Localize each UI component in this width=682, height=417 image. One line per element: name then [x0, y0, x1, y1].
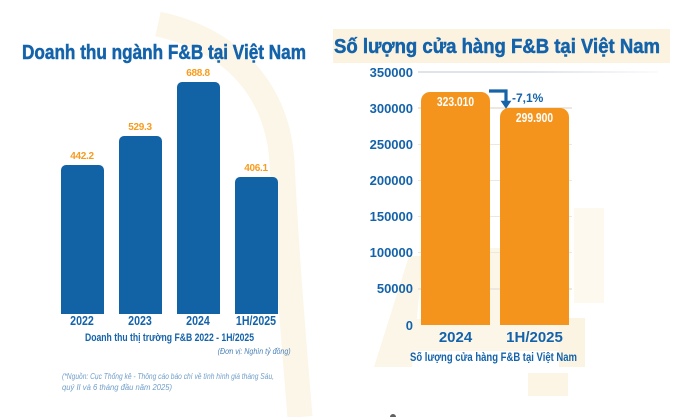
revenue-xtick-1H/2025: 1H/2025 — [235, 314, 277, 328]
store-ytick-350000: 350000 — [369, 64, 413, 80]
revenue-xtick-2024: 2024 — [186, 314, 210, 328]
revenue-unit-note: (Đơn vị: Nghìn tỷ đồng) — [217, 347, 291, 356]
source-line-1: (*Nguồn: Cục Thống kê - Thông cáo báo ch… — [62, 371, 275, 381]
store-count-chart-title: Số lượng cửa hàng F&B tại Việt Nam — [334, 36, 661, 59]
store-ytick-250000: 250000 — [369, 136, 413, 152]
revenue-xtick-2022: 2022 — [70, 314, 94, 328]
revenue-bar-2023 — [118, 135, 162, 314]
gridline-100000 — [418, 251, 572, 254]
store-ytick-50000: 50000 — [376, 281, 413, 297]
watermark-right-strip — [574, 208, 604, 303]
watermark-wedge — [374, 256, 423, 367]
store-value-label-2024: 323.010 — [436, 93, 475, 109]
revenue-value-label-2022: 442.2 — [70, 151, 94, 162]
revenue-value-label-2023: 529.3 — [128, 122, 152, 133]
revenue-bar-2022 — [60, 164, 104, 314]
gridline-50000 — [418, 288, 572, 290]
store-value-label-1H/2025: 299.900 — [515, 110, 554, 126]
store-xtick-2024: 2024 — [438, 329, 473, 346]
gridline-350000 — [418, 71, 658, 73]
change-annotation: -7,1% — [512, 91, 544, 105]
revenue-bar-2024 — [176, 81, 220, 314]
revenue-value-label-2024: 688.8 — [186, 68, 210, 79]
decrease-arrow-head — [500, 100, 512, 109]
decrease-arrow-line — [489, 89, 508, 102]
revenue-caption: Doanh thu thị trường F&B 2022 - 1H/2025 — [85, 332, 255, 344]
store-ytick-150000: 150000 — [369, 209, 413, 225]
gridline-150000 — [418, 215, 572, 218]
revenue-source-note: (*Nguồn: Cục Thống kê - Thông cáo báo ch… — [62, 371, 317, 394]
watermark-swoosh — [155, 11, 313, 417]
store-bar-1H/2025 — [500, 108, 569, 325]
store-bar-2024 — [421, 91, 490, 325]
watermark-gap-fill — [486, 248, 504, 326]
watermark-small-blob — [528, 373, 568, 396]
watermark-title-band — [333, 29, 670, 63]
store-ytick-200000: 200000 — [369, 173, 413, 189]
store-ytick-100000: 100000 — [369, 245, 413, 261]
revenue-xtick-2023: 2023 — [128, 314, 152, 328]
revenue-bar-1H/2025 — [234, 176, 278, 314]
store-xtick-1H/2025: 1H/2025 — [506, 329, 563, 346]
gridline-200000 — [418, 179, 572, 182]
gridline-250000 — [418, 143, 572, 146]
gridline-300000 — [418, 107, 572, 109]
store-count-axis-label: Số lượng cửa hàng F&B tại Việt Nam — [410, 352, 577, 364]
source-line-2: quý II và 6 tháng đầu năm 2025) — [62, 383, 172, 392]
store-ytick-300000: 300000 — [369, 100, 413, 116]
revenue-value-label-1H/2025: 406.1 — [244, 163, 268, 174]
watermark-bottom-tail — [559, 318, 585, 367]
revenue-chart-title: Doanh thu ngành F&B tại Việt Nam — [22, 41, 306, 64]
store-ytick-0: 0 — [405, 317, 413, 333]
cropped-mark — [390, 413, 396, 417]
